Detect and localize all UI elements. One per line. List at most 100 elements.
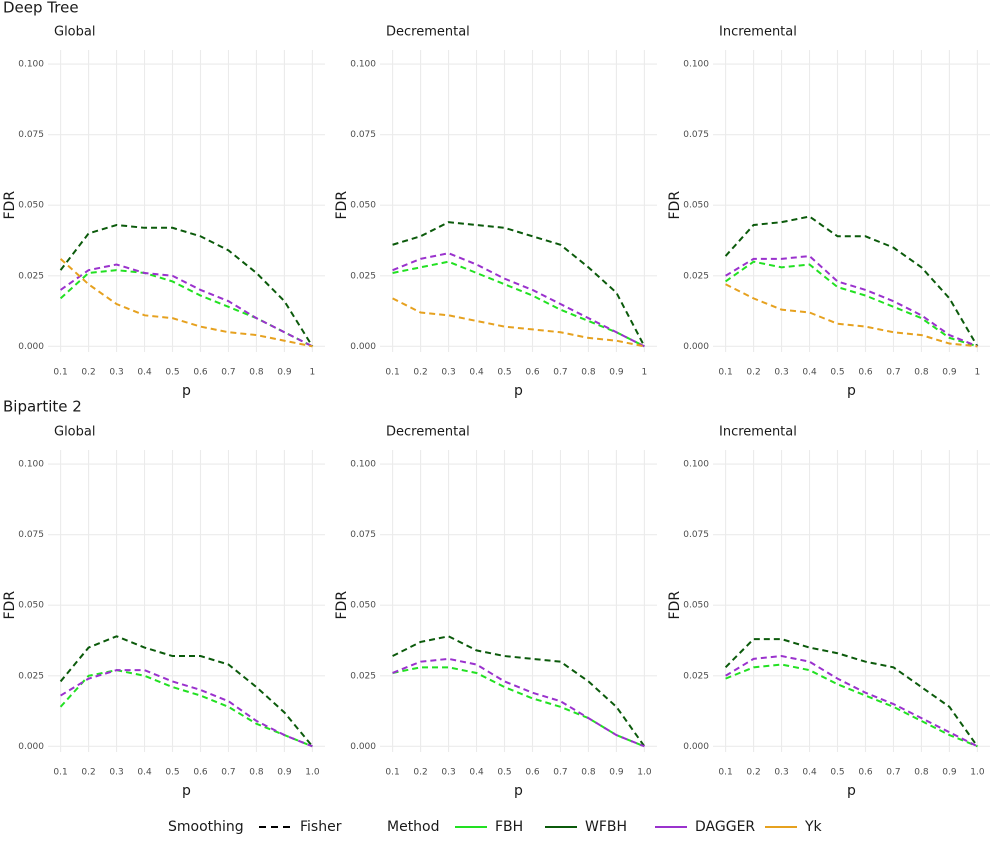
x-tick-label: 0.9: [942, 768, 957, 778]
y-tick-label: 0.075: [683, 530, 709, 540]
y-tick-label: 0.050: [18, 601, 44, 611]
series-line: [60, 263, 313, 348]
legend-label: WFBH: [585, 819, 627, 835]
series-line: [392, 666, 645, 748]
y-axis-label: FDR: [2, 191, 18, 220]
x-tick-label: 0.5: [497, 368, 511, 378]
x-tick-label: 1.0: [970, 768, 985, 778]
x-tick-label: 0.1: [385, 768, 399, 778]
x-tick-label: 0.7: [886, 368, 900, 378]
legend-label: Fisher: [300, 819, 342, 835]
series-line: [392, 657, 645, 748]
series-line: [392, 221, 646, 347]
x-tick-label: 0.8: [249, 768, 264, 778]
y-tick-label: 0.100: [683, 460, 709, 470]
x-tick-label: 1.0: [637, 768, 652, 778]
x-tick-label: 0.8: [914, 768, 929, 778]
x-tick-label: 0.6: [525, 768, 540, 778]
series-line: [725, 260, 978, 348]
y-tick-label: 0.025: [18, 671, 44, 681]
y-tick-label: 0.025: [350, 671, 376, 681]
x-tick-label: 0.2: [746, 768, 760, 778]
series-line: [59, 635, 314, 747]
y-tick-label: 0.050: [350, 201, 376, 211]
y-tick-label: 0.075: [683, 130, 709, 140]
x-tick-label: 0.7: [553, 768, 567, 778]
y-axis-label: FDR: [667, 591, 683, 620]
x-tick-label: 0.4: [469, 768, 484, 778]
x-axis-label: p: [182, 383, 191, 399]
y-tick-label: 0.100: [350, 60, 376, 70]
y-tick-label: 0.025: [683, 271, 709, 281]
panel-title: Global: [54, 25, 95, 40]
y-tick-label: 0.000: [350, 342, 376, 352]
series-line: [59, 669, 313, 748]
series-line: [724, 638, 979, 747]
x-tick-label: 0.6: [193, 768, 208, 778]
panel-title: Decremental: [386, 425, 470, 440]
x-tick-label: 0.9: [277, 768, 292, 778]
x-tick-label: 0.1: [53, 768, 67, 778]
x-axis-label: p: [514, 783, 523, 799]
x-tick-label: 0.5: [830, 368, 844, 378]
legend: Smoothing Fisher Method FBH WFBH DAGGER Yk: [168, 819, 823, 835]
x-tick-label: 0.1: [718, 368, 732, 378]
x-tick-label: 0.6: [525, 368, 540, 378]
x-tick-label: 0.2: [81, 768, 95, 778]
x-tick-label: 0.5: [497, 768, 511, 778]
x-tick-label: 0.2: [413, 768, 427, 778]
x-axis-label: p: [182, 783, 191, 799]
series-line: [60, 669, 313, 748]
legend-label: FBH: [495, 819, 523, 835]
series-line: [392, 260, 645, 348]
x-tick-label: 0.5: [165, 368, 179, 378]
series-line: [392, 635, 646, 747]
y-tick-label: 0.050: [683, 201, 709, 211]
x-tick-label: 0.4: [137, 768, 152, 778]
x-tick-label: 0.8: [914, 368, 929, 378]
x-tick-label: 0.3: [109, 768, 123, 778]
series-line: [725, 655, 978, 748]
series-line: [392, 252, 645, 348]
x-tick-label: 0.4: [469, 368, 484, 378]
x-tick-label: 0.1: [718, 768, 732, 778]
y-tick-label: 0.075: [18, 130, 44, 140]
y-tick-label: 0.000: [683, 742, 709, 752]
x-tick-label: 0.6: [858, 368, 873, 378]
y-axis-label: FDR: [334, 591, 350, 620]
x-axis-label: p: [847, 783, 856, 799]
group-title: Bipartite 2: [3, 398, 82, 416]
y-axis-label: FDR: [334, 191, 350, 220]
y-tick-label: 0.050: [683, 601, 709, 611]
x-tick-label: 0.9: [609, 768, 624, 778]
panel-title: Incremental: [719, 25, 797, 40]
x-tick-label: 0.9: [277, 368, 292, 378]
x-tick-label: 0.2: [746, 368, 760, 378]
group-title: Deep Tree: [3, 0, 79, 17]
y-tick-label: 0.075: [18, 530, 44, 540]
x-tick-label: 0.4: [802, 768, 817, 778]
x-tick-label: 0.6: [858, 768, 873, 778]
y-tick-label: 0.100: [18, 460, 44, 470]
x-tick-label: 0.3: [774, 768, 788, 778]
series-line: [725, 255, 978, 348]
x-tick-label: 0.4: [802, 368, 817, 378]
legend-label: DAGGER: [695, 819, 755, 835]
y-tick-label: 0.025: [683, 671, 709, 681]
panel-title: Incremental: [719, 425, 797, 440]
y-tick-label: 0.025: [18, 271, 44, 281]
series-line: [59, 223, 314, 347]
x-axis-label: p: [847, 383, 856, 399]
series-line: [59, 269, 313, 348]
y-tick-label: 0.100: [350, 460, 376, 470]
y-tick-label: 0.000: [18, 342, 44, 352]
x-tick-label: 0.6: [193, 368, 208, 378]
y-tick-label: 0.050: [18, 201, 44, 211]
x-tick-label: 0.4: [137, 368, 152, 378]
y-tick-label: 0.000: [683, 342, 709, 352]
series-line: [725, 283, 978, 348]
y-tick-label: 0.075: [350, 130, 376, 140]
x-tick-label: 0.7: [221, 368, 235, 378]
y-tick-label: 0.100: [18, 60, 44, 70]
x-tick-label: 0.3: [109, 368, 123, 378]
